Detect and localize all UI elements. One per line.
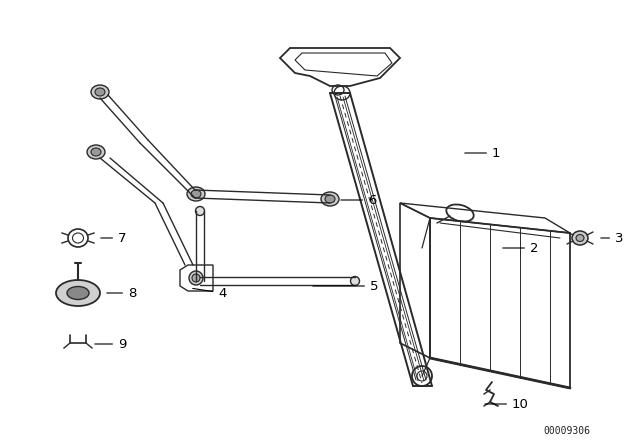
Ellipse shape <box>325 195 335 203</box>
Text: 6: 6 <box>340 194 376 207</box>
Ellipse shape <box>189 271 203 285</box>
Text: 00009306: 00009306 <box>543 426 590 436</box>
Text: 10: 10 <box>484 397 529 410</box>
Ellipse shape <box>191 190 201 198</box>
Text: 9: 9 <box>95 337 126 350</box>
Ellipse shape <box>91 85 109 99</box>
Ellipse shape <box>187 187 205 201</box>
Text: 1: 1 <box>465 146 500 159</box>
Ellipse shape <box>576 234 584 241</box>
Ellipse shape <box>351 276 360 285</box>
Text: 3: 3 <box>601 232 623 245</box>
Ellipse shape <box>95 88 105 96</box>
Text: 2: 2 <box>503 241 538 254</box>
Ellipse shape <box>572 231 588 245</box>
Ellipse shape <box>67 287 89 300</box>
Ellipse shape <box>195 207 205 215</box>
Ellipse shape <box>87 145 105 159</box>
Ellipse shape <box>192 274 200 282</box>
Ellipse shape <box>56 280 100 306</box>
Ellipse shape <box>91 148 101 156</box>
Text: 7: 7 <box>100 232 127 245</box>
Text: 5: 5 <box>313 280 378 293</box>
Text: 4: 4 <box>193 287 227 300</box>
Ellipse shape <box>321 192 339 206</box>
Text: 8: 8 <box>107 287 136 300</box>
